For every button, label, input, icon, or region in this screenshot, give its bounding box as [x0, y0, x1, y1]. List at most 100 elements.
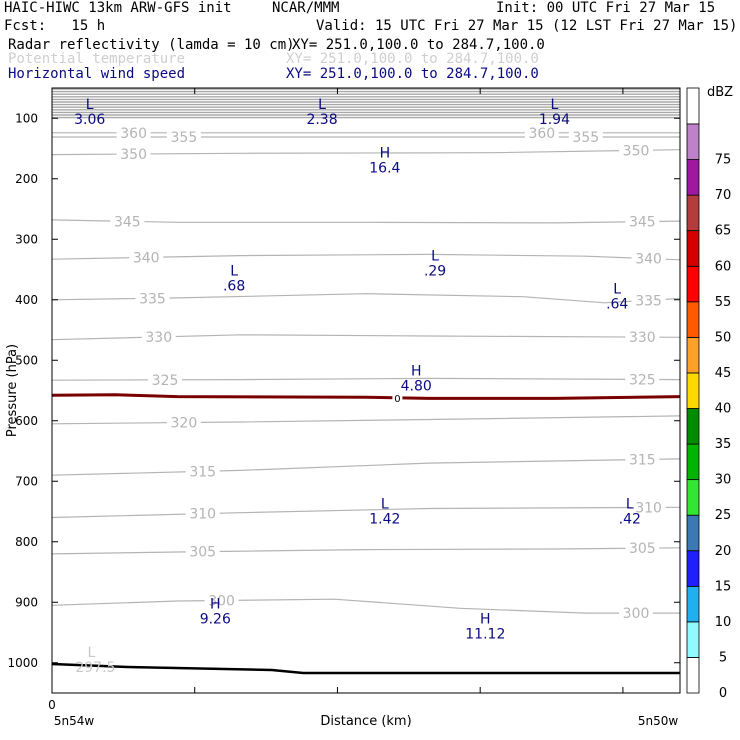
- theta-line-325: [51, 377, 681, 381]
- colorbar-label: 25: [715, 508, 732, 523]
- y-axis-label: Pressure (hPa): [5, 344, 20, 437]
- colorbar-cell: [686, 585, 700, 623]
- colorbar-cell: [686, 479, 700, 516]
- theta-label-bg: [185, 463, 220, 480]
- colorbar-cell: [686, 123, 700, 160]
- theta-label-bg: [129, 249, 164, 266]
- theta-label-bg: [619, 605, 654, 622]
- theta-label-bg: [166, 129, 201, 146]
- theta-label-bg: [625, 540, 660, 557]
- colorbar-label: 30: [715, 473, 732, 488]
- colorbar-label: 50: [715, 330, 732, 345]
- extremum-value: 9.26: [200, 611, 231, 627]
- theta-label: 315: [189, 464, 216, 480]
- extremum-value: .42: [619, 511, 641, 527]
- theta-label: 320: [171, 416, 198, 432]
- colorbar-label: 60: [715, 259, 732, 274]
- extremum-H: H: [380, 146, 391, 162]
- colorbar-cell: [686, 372, 700, 409]
- extremum-L: L: [318, 97, 326, 113]
- zero-contour-label: 0: [394, 394, 400, 405]
- colorbar-label: 20: [715, 544, 732, 559]
- theta-label: 300: [208, 594, 235, 610]
- extremum-H: H: [210, 596, 221, 612]
- theta-line-300: [51, 598, 680, 614]
- colorbar-cell: [686, 550, 700, 587]
- extremum-L: L: [381, 496, 389, 512]
- zero-label-bg: [392, 391, 403, 404]
- field3-xy: XY= 251.0,100.0 to 284.7,100.0: [286, 66, 539, 82]
- theta-label-bg: [625, 451, 660, 468]
- extremum-value: .68: [223, 279, 245, 295]
- theta-label-bg: [625, 213, 660, 230]
- extremum-L: L: [230, 264, 238, 280]
- colorbar-label: 75: [715, 153, 732, 168]
- theta-label-bg: [631, 499, 666, 516]
- theta-label: 355: [572, 130, 599, 146]
- extremum-value: 3.06: [74, 112, 105, 128]
- extremum-value: 16.4: [369, 161, 400, 177]
- extremum-H: H: [480, 611, 491, 627]
- colorbar-label: 55: [715, 295, 732, 310]
- theta-label-bg: [619, 142, 654, 159]
- plot-frame: [51, 87, 681, 694]
- colorbar-label: 45: [715, 366, 732, 381]
- extremum-value: 4.80: [401, 378, 432, 394]
- plot-area: [52, 88, 680, 693]
- colorbar-cell: [686, 443, 700, 481]
- org-label: NCAR/MMM: [272, 0, 340, 16]
- theta-label-bg: [116, 124, 151, 141]
- theta-label: 345: [629, 215, 656, 231]
- colorbar-cell: [686, 514, 700, 552]
- terrain-line: [51, 662, 680, 675]
- theta-label: 330: [629, 330, 656, 346]
- theta-label: 360: [120, 126, 147, 142]
- theta-line-315: [51, 458, 681, 476]
- theta-label: 325: [629, 372, 656, 388]
- theta-extremum-L: L: [87, 645, 95, 661]
- y-tick-label: 800: [15, 535, 38, 549]
- theta-label: 345: [114, 214, 141, 230]
- extremum-value: .64: [606, 297, 628, 313]
- field2-name: Potential temperature: [8, 51, 186, 67]
- theta-label-bg: [185, 505, 220, 522]
- theta-label: 330: [145, 330, 172, 346]
- theta-label: 340: [133, 250, 160, 266]
- theta-extremum-value: 297.5: [75, 660, 115, 676]
- colorbar-cell: [686, 301, 700, 338]
- colorbar-cell: [686, 408, 700, 445]
- theta-label-bg: [185, 543, 220, 560]
- colorbar-label: 15: [715, 579, 732, 594]
- theta-label: 325: [152, 373, 179, 389]
- extremum-H: H: [411, 363, 422, 379]
- extremum-L: L: [613, 282, 621, 298]
- theta-label: 315: [629, 453, 656, 469]
- y-tick-label: 700: [15, 474, 38, 488]
- theta-label-bg: [631, 292, 666, 309]
- colorbar-label: 35: [715, 437, 732, 452]
- theta-label-bg: [204, 592, 239, 609]
- theta-label: 340: [635, 252, 662, 268]
- y-tick-label: 600: [15, 414, 38, 428]
- theta-label-bg: [166, 414, 201, 431]
- extremum-L: L: [550, 97, 558, 113]
- theta-label: 335: [139, 291, 166, 307]
- colorbar-label: 5: [719, 650, 727, 665]
- init-time: Init: 00 UTC Fri 27 Mar 15: [496, 0, 716, 16]
- theta-label-bg: [135, 290, 170, 307]
- extremum-value: 1.42: [369, 511, 400, 527]
- theta-label-bg: [568, 129, 603, 146]
- theta-line-305: [51, 547, 681, 555]
- extremum-value: 2.38: [306, 112, 337, 128]
- colorbar-label: 70: [715, 188, 732, 203]
- y-tick-label: 300: [15, 232, 38, 246]
- theta-label: 350: [120, 147, 147, 163]
- theta-label-bg: [148, 371, 183, 388]
- theta-label-bg: [625, 329, 660, 346]
- y-tick-label: 900: [15, 595, 38, 609]
- theta-line-310: [51, 506, 681, 519]
- theta-label: 310: [189, 507, 216, 523]
- valid-time: Valid: 15 UTC Fri 27 Mar 15 (12 LST Fri …: [316, 18, 738, 34]
- theta-label: 305: [629, 541, 656, 557]
